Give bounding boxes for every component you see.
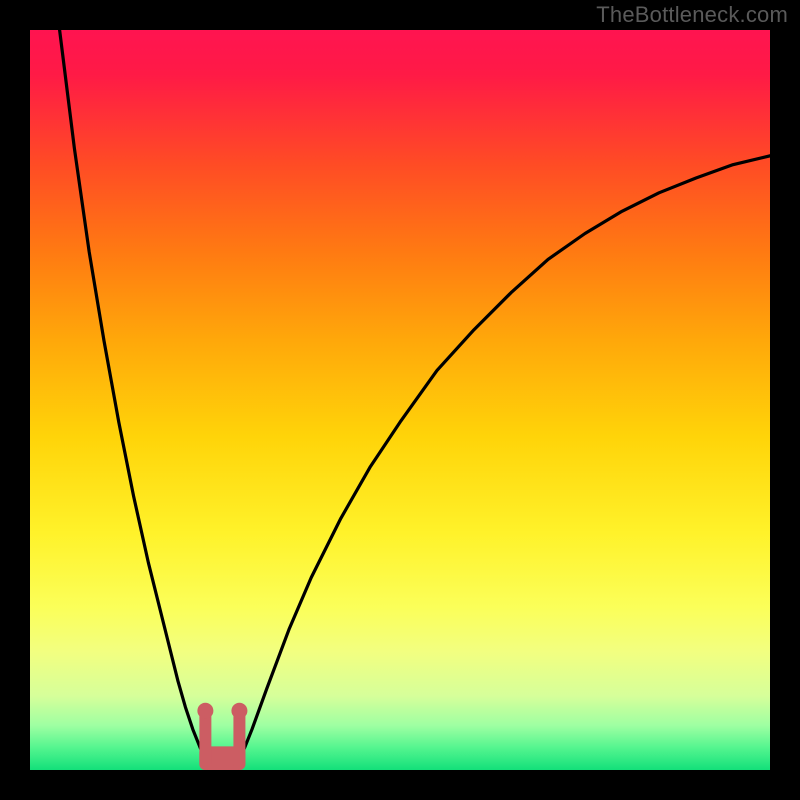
bottleneck-curve [60,30,770,767]
watermark-text: TheBottleneck.com [596,2,788,28]
valley-markers [197,703,247,770]
plot-area [30,30,770,770]
curve-layer [30,30,770,770]
